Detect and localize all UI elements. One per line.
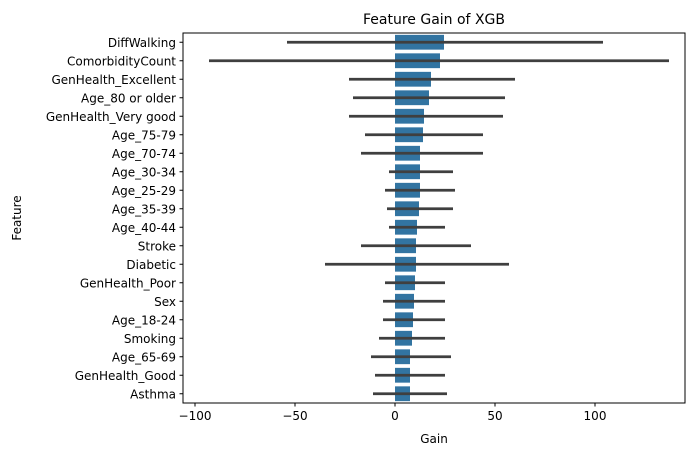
y-tick-label: GenHealth_Poor xyxy=(80,276,176,290)
bar-layer xyxy=(395,34,444,402)
y-tick-label: Age_18-24 xyxy=(112,313,176,327)
x-tick-label: 50 xyxy=(487,409,502,423)
x-tick-label: 100 xyxy=(584,409,607,423)
y-tick-label: ComorbidityCount xyxy=(67,54,176,68)
y-tick-label: Age_30-34 xyxy=(112,165,176,179)
y-tick-label: Age_80 or older xyxy=(81,91,176,105)
y-tick-label: Sex xyxy=(154,295,176,309)
x-tick-label: −50 xyxy=(282,409,307,423)
y-tick-label: GenHealth_Very good xyxy=(46,110,176,124)
y-axis-label: Feature xyxy=(10,195,24,240)
y-tick-label: Diabetic xyxy=(126,258,176,272)
errorbar-layer xyxy=(209,40,669,396)
y-tick-label: Age_70-74 xyxy=(112,147,176,161)
chart-title: Feature Gain of XGB xyxy=(363,12,505,28)
y-tick-label: Age_35-39 xyxy=(112,202,176,216)
y-tick-label: Stroke xyxy=(138,239,176,253)
x-tick-label: −100 xyxy=(179,409,212,423)
y-tick-label: Age_25-29 xyxy=(112,184,176,198)
y-tick-label: Asthma xyxy=(130,387,176,401)
y-tick-label: Age_65-69 xyxy=(112,350,176,364)
y-tick-label: GenHealth_Excellent xyxy=(51,73,176,87)
x-axis-ticks: −100 −50 0 50 100 xyxy=(179,403,607,423)
y-tick-label: Smoking xyxy=(124,332,176,346)
y-tick-label: Age_75-79 xyxy=(112,128,176,142)
x-axis-label: Gain xyxy=(420,432,448,446)
y-axis-ticks: DiffWalking ComorbidityCount GenHealth_Exc… xyxy=(46,36,183,401)
y-tick-label: GenHealth_Good xyxy=(75,369,176,383)
y-tick-label: Age_40-44 xyxy=(112,221,176,235)
x-tick-label: 0 xyxy=(391,409,399,423)
plot-frame xyxy=(182,32,686,404)
y-tick-label: DiffWalking xyxy=(108,36,176,50)
